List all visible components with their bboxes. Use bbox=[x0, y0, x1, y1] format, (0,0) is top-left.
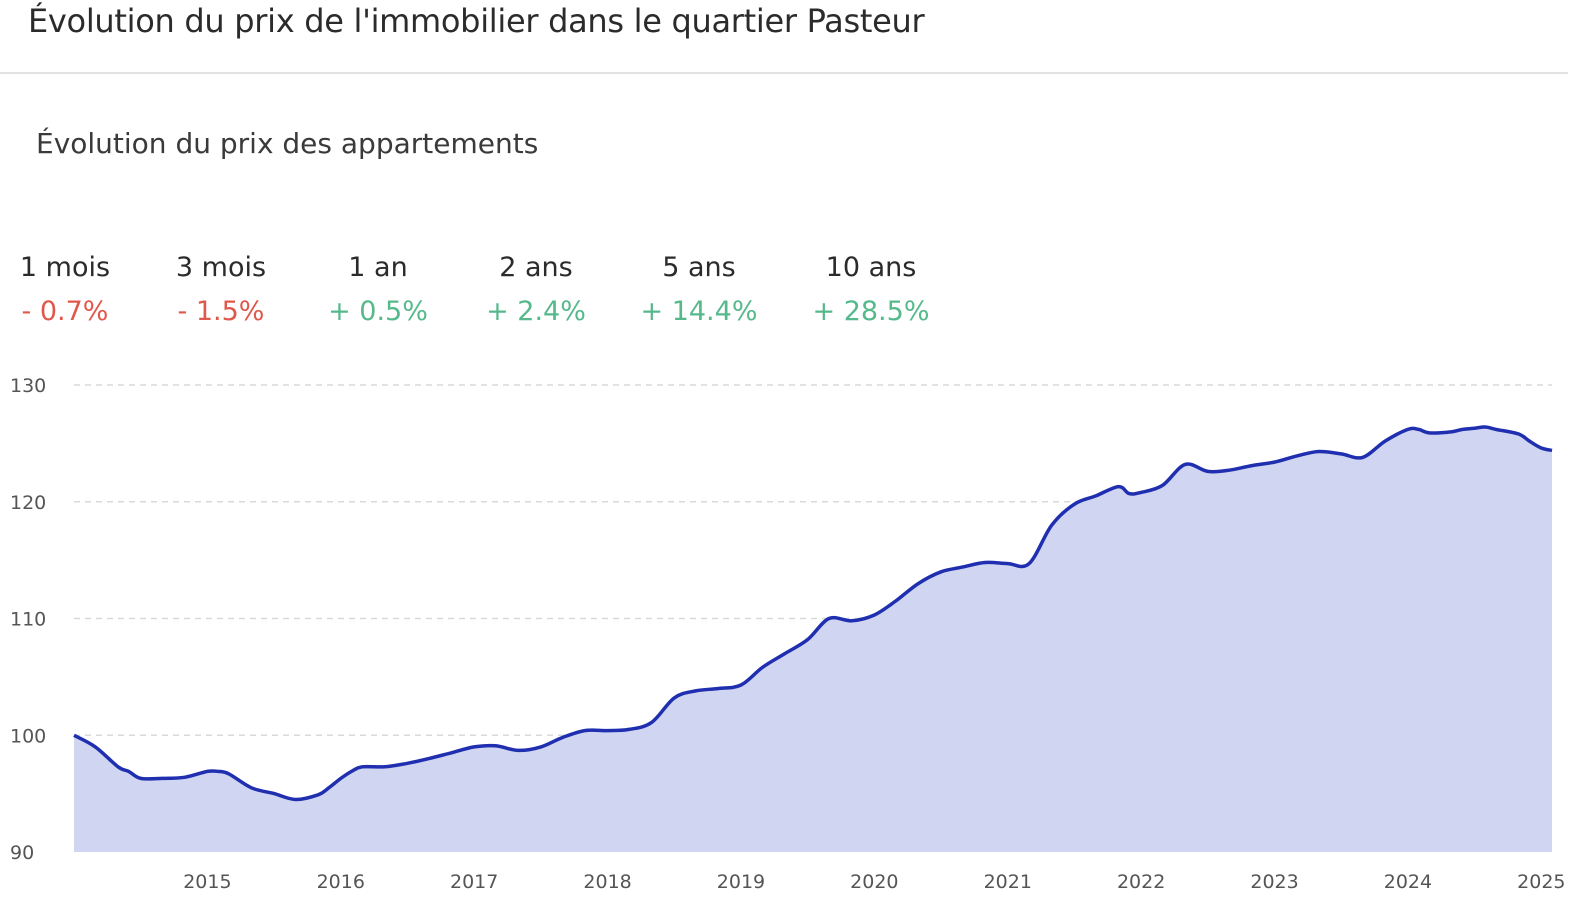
x-tick-label: 2024 bbox=[1384, 871, 1432, 893]
x-tick-label: 2019 bbox=[717, 871, 765, 893]
y-axis-ticks: 90 100 110 120 130 bbox=[10, 375, 46, 864]
x-tick-label: 2021 bbox=[984, 871, 1032, 893]
stat-label: 1 an bbox=[348, 252, 408, 283]
header-divider bbox=[0, 72, 1568, 74]
stat-label: 10 ans bbox=[825, 252, 917, 283]
x-tick-label: 2016 bbox=[317, 871, 365, 893]
x-tick-label: 2020 bbox=[850, 871, 898, 893]
y-tick-label: 130 bbox=[10, 375, 46, 397]
stat-1-month: 1 mois - 0.7% bbox=[0, 250, 145, 332]
stat-label: 1 mois bbox=[19, 252, 111, 283]
stat-value: - 0.7% bbox=[21, 296, 109, 327]
stat-value: + 28.5% bbox=[812, 296, 930, 327]
x-tick-label: 2023 bbox=[1250, 871, 1298, 893]
x-tick-label: 2025 bbox=[1517, 871, 1565, 893]
price-area-fill bbox=[74, 426, 1552, 852]
x-tick-label: 2018 bbox=[583, 871, 631, 893]
page-title: Évolution du prix de l'immobilier dans l… bbox=[28, 2, 925, 40]
y-tick-label: 110 bbox=[10, 609, 46, 631]
stat-label: 5 ans bbox=[662, 252, 736, 283]
y-tick-label: 100 bbox=[10, 725, 46, 747]
chart-title: Évolution du prix des appartements bbox=[36, 127, 539, 160]
stat-5-years: 5 ans + 14.4% bbox=[619, 250, 779, 332]
stat-label: 3 mois bbox=[175, 252, 267, 283]
stat-2-years: 2 ans + 2.4% bbox=[456, 250, 616, 332]
stat-value: + 14.4% bbox=[640, 296, 758, 327]
x-tick-label: 2017 bbox=[450, 871, 498, 893]
x-tick-label: 2022 bbox=[1117, 871, 1165, 893]
y-tick-label: 120 bbox=[10, 492, 46, 514]
price-change-summary: 1 mois - 0.7% 3 mois - 1.5% 1 an + 0.5% … bbox=[0, 250, 1000, 340]
x-axis-ticks: 2015 2016 2017 2018 2019 2020 2021 2022 2023 2024… bbox=[183, 871, 1565, 893]
stat-3-months: 3 mois - 1.5% bbox=[141, 250, 301, 332]
stat-10-years: 10 ans + 28.5% bbox=[791, 250, 951, 332]
y-tick-label: 90 bbox=[10, 842, 34, 864]
x-tick-label: 2015 bbox=[183, 871, 231, 893]
stat-value: - 1.5% bbox=[177, 296, 265, 327]
stat-1-year: 1 an + 0.5% bbox=[298, 250, 458, 332]
stat-label: 2 ans bbox=[499, 252, 573, 283]
stat-value: + 0.5% bbox=[328, 296, 428, 327]
stat-value: + 2.4% bbox=[486, 296, 586, 327]
price-series-line bbox=[73, 425, 1553, 802]
